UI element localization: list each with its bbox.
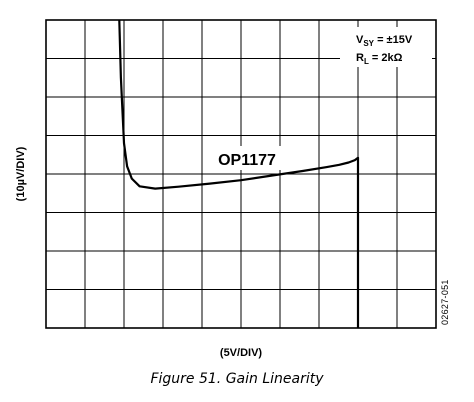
figure-id: 02627-051 [440, 279, 450, 325]
conditions-box [340, 27, 432, 67]
load-symbol: R [356, 52, 364, 64]
supply-condition: VSY = ±15V [356, 34, 413, 48]
curve-label-bg [206, 146, 288, 170]
curve-label: OP1177 [218, 152, 276, 169]
supply-subscript: SY [363, 39, 374, 48]
load-condition: RL = 2kΩ [356, 52, 403, 66]
load-subscript: L [364, 57, 369, 66]
supply-value: = ±15V [374, 34, 413, 46]
plot-frame [45, 19, 437, 329]
load-value: = 2kΩ [369, 52, 403, 64]
series-line-op1177 [118, 19, 360, 328]
x-axis-label: (5V/DIV) [220, 347, 263, 359]
figure-caption: Figure 51. Gain Linearity [150, 371, 324, 387]
supply-symbol: V [356, 34, 364, 46]
y-axis-label: (10µV/DIV) [15, 146, 27, 201]
